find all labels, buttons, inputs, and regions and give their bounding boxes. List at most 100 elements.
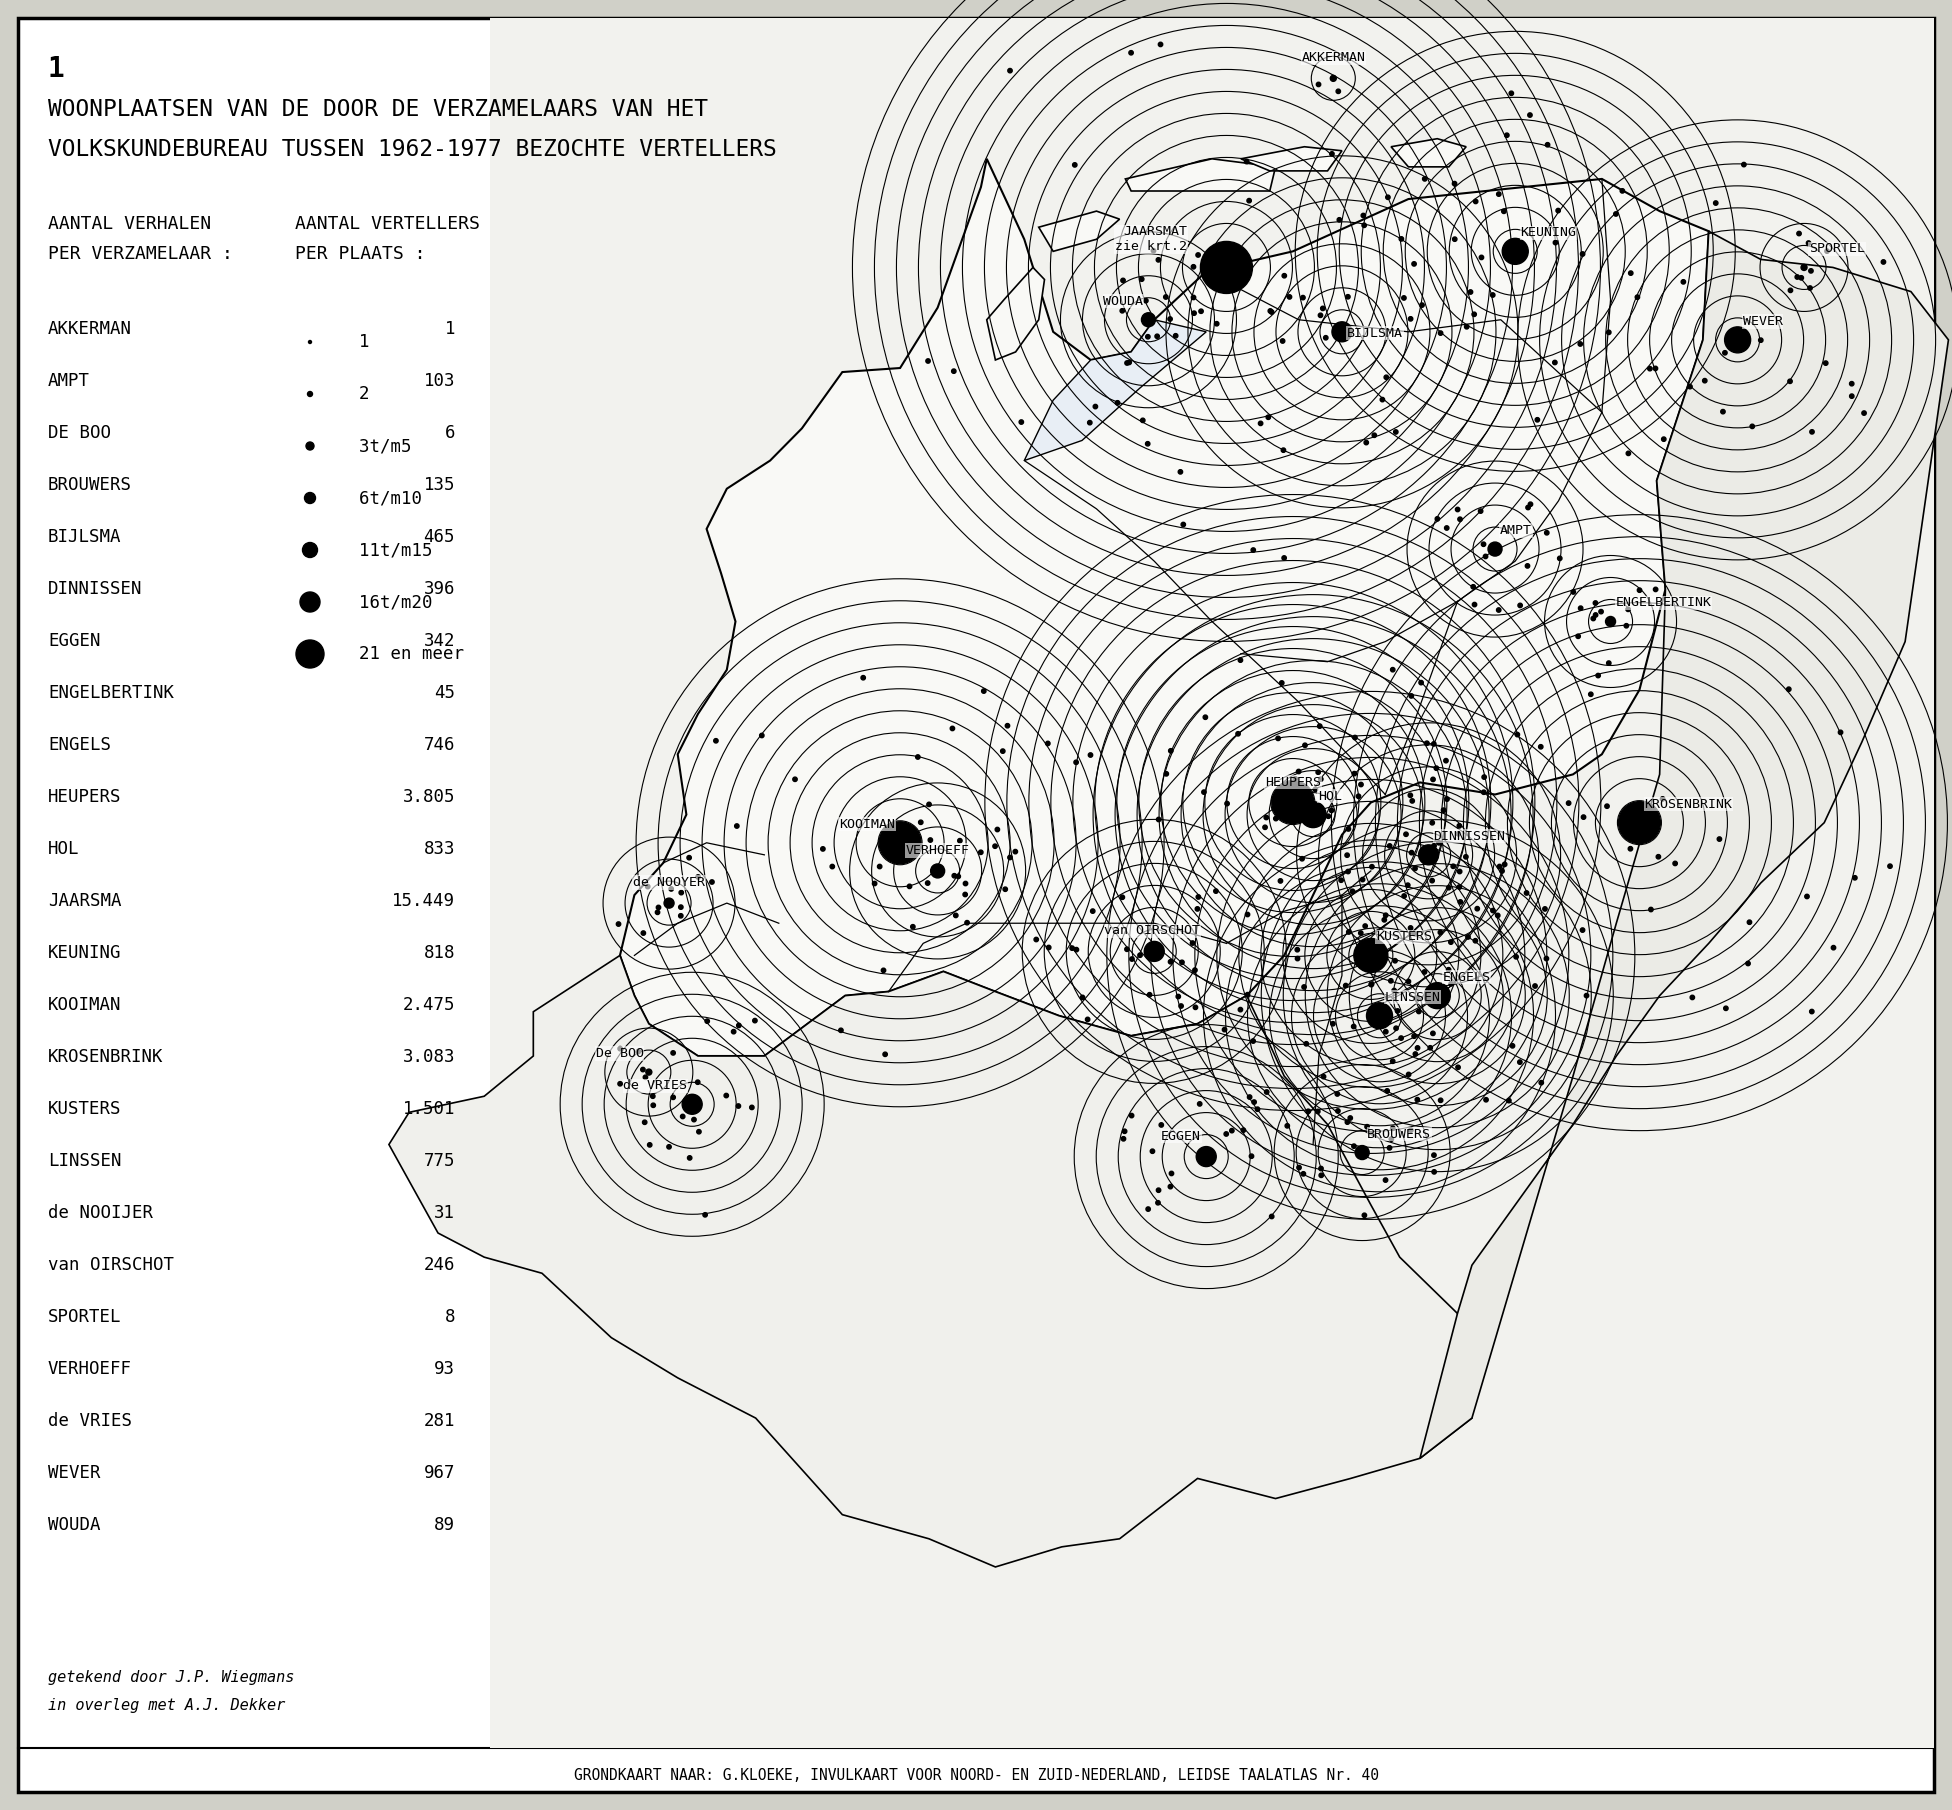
Circle shape bbox=[1302, 985, 1306, 990]
Circle shape bbox=[1007, 69, 1013, 72]
Circle shape bbox=[1409, 851, 1413, 854]
Circle shape bbox=[1361, 878, 1364, 881]
Circle shape bbox=[1318, 313, 1323, 317]
Circle shape bbox=[1359, 930, 1362, 936]
Text: GRONDKAART NAAR: G.KLOEKE, INVULKAART VOOR NOORD- EN ZUID-NEDERLAND, LEIDSE TAAL: GRONDKAART NAAR: G.KLOEKE, INVULKAART VO… bbox=[574, 1768, 1378, 1783]
Circle shape bbox=[1120, 1137, 1126, 1140]
Circle shape bbox=[1202, 715, 1208, 719]
Text: HEUPERS: HEUPERS bbox=[1265, 775, 1322, 789]
Circle shape bbox=[1259, 422, 1263, 425]
Circle shape bbox=[962, 881, 968, 885]
Circle shape bbox=[925, 881, 929, 885]
Circle shape bbox=[1413, 1052, 1417, 1057]
Circle shape bbox=[656, 905, 660, 910]
Circle shape bbox=[1718, 836, 1722, 842]
Circle shape bbox=[1575, 634, 1581, 639]
Text: in overleg met A.J. Dekker: in overleg met A.J. Dekker bbox=[49, 1698, 285, 1712]
Polygon shape bbox=[1025, 320, 1206, 460]
Circle shape bbox=[1199, 310, 1202, 313]
Circle shape bbox=[1347, 930, 1351, 934]
Circle shape bbox=[1458, 885, 1462, 889]
Text: HEUPERS: HEUPERS bbox=[49, 787, 121, 805]
Circle shape bbox=[1318, 724, 1322, 728]
Circle shape bbox=[1035, 938, 1038, 941]
Circle shape bbox=[1345, 869, 1351, 874]
Text: AMPT: AMPT bbox=[49, 373, 90, 389]
Text: 833: 833 bbox=[424, 840, 455, 858]
Circle shape bbox=[1628, 847, 1632, 851]
FancyBboxPatch shape bbox=[490, 18, 1934, 1748]
Circle shape bbox=[1745, 961, 1751, 967]
Circle shape bbox=[1331, 322, 1353, 342]
Circle shape bbox=[1724, 1006, 1728, 1010]
Circle shape bbox=[878, 822, 921, 863]
Circle shape bbox=[650, 1093, 656, 1099]
Circle shape bbox=[1458, 518, 1462, 521]
Circle shape bbox=[1156, 257, 1161, 262]
Circle shape bbox=[1345, 328, 1349, 331]
Circle shape bbox=[1448, 981, 1454, 986]
Circle shape bbox=[1390, 668, 1396, 672]
Circle shape bbox=[1597, 673, 1601, 677]
Circle shape bbox=[1446, 968, 1450, 972]
Circle shape bbox=[1300, 295, 1306, 300]
Circle shape bbox=[1148, 992, 1152, 997]
Circle shape bbox=[1802, 264, 1808, 270]
Circle shape bbox=[1388, 1146, 1392, 1149]
Text: getekend door J.P. Wiegmans: getekend door J.P. Wiegmans bbox=[49, 1671, 295, 1685]
Circle shape bbox=[1585, 994, 1589, 997]
Circle shape bbox=[1384, 912, 1388, 918]
Circle shape bbox=[1251, 1039, 1255, 1043]
Circle shape bbox=[1144, 299, 1148, 302]
Circle shape bbox=[1281, 338, 1284, 344]
Circle shape bbox=[1158, 42, 1163, 47]
Circle shape bbox=[617, 921, 621, 927]
Circle shape bbox=[1433, 843, 1437, 847]
Circle shape bbox=[1320, 776, 1323, 782]
Circle shape bbox=[1626, 606, 1630, 612]
Circle shape bbox=[301, 592, 320, 612]
Circle shape bbox=[1167, 317, 1173, 320]
Circle shape bbox=[1146, 1207, 1150, 1211]
Circle shape bbox=[1450, 863, 1456, 869]
Circle shape bbox=[931, 863, 945, 878]
Circle shape bbox=[1649, 907, 1653, 912]
Circle shape bbox=[1850, 382, 1854, 386]
Circle shape bbox=[1433, 1169, 1437, 1175]
Circle shape bbox=[1214, 889, 1218, 894]
Circle shape bbox=[1294, 947, 1300, 952]
Text: van OIRSCHOT: van OIRSCHOT bbox=[1105, 925, 1200, 938]
Circle shape bbox=[679, 905, 683, 909]
Circle shape bbox=[1448, 939, 1452, 945]
Circle shape bbox=[1394, 959, 1398, 963]
Circle shape bbox=[1152, 248, 1156, 253]
Circle shape bbox=[691, 1117, 697, 1122]
Circle shape bbox=[1810, 429, 1813, 434]
Circle shape bbox=[1402, 894, 1405, 898]
Circle shape bbox=[1282, 273, 1286, 279]
Circle shape bbox=[982, 690, 986, 693]
Circle shape bbox=[1005, 724, 1009, 728]
Circle shape bbox=[1402, 295, 1405, 300]
Text: DINNISSEN: DINNISSEN bbox=[49, 579, 142, 597]
Circle shape bbox=[711, 880, 714, 885]
Circle shape bbox=[1702, 378, 1706, 384]
Circle shape bbox=[1122, 1129, 1126, 1133]
Circle shape bbox=[1690, 996, 1694, 999]
Circle shape bbox=[1431, 742, 1437, 746]
Text: 746: 746 bbox=[424, 737, 455, 755]
Polygon shape bbox=[1126, 159, 1275, 192]
Circle shape bbox=[759, 733, 763, 738]
Circle shape bbox=[1372, 433, 1376, 438]
Circle shape bbox=[1415, 996, 1419, 1001]
Circle shape bbox=[1472, 603, 1478, 606]
Circle shape bbox=[1353, 771, 1357, 776]
Circle shape bbox=[1382, 918, 1386, 921]
Circle shape bbox=[1806, 894, 1810, 898]
Circle shape bbox=[1394, 429, 1398, 434]
Polygon shape bbox=[1392, 139, 1466, 167]
Circle shape bbox=[697, 1129, 701, 1133]
Circle shape bbox=[1525, 563, 1530, 568]
Circle shape bbox=[1329, 809, 1333, 813]
Text: 93: 93 bbox=[433, 1359, 455, 1377]
